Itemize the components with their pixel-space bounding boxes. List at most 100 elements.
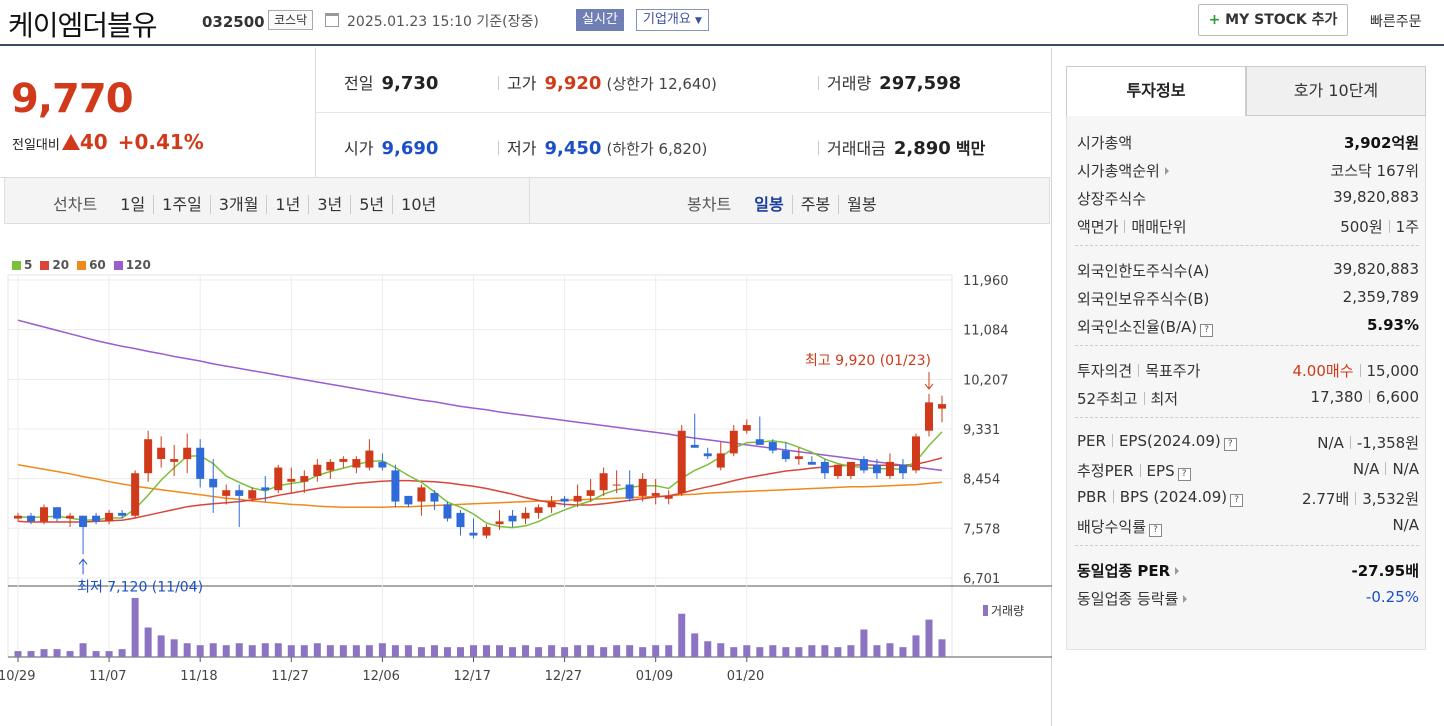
company-overview-dropdown[interactable]: 기업개요 ▼ [636,9,709,31]
line-period-4[interactable]: 3년 [308,195,351,214]
line-period-6[interactable]: 10년 [392,195,445,214]
candle-body [690,444,699,448]
volume-bar [587,645,595,657]
tab-orderbook[interactable]: 호가 10단계 [1246,66,1426,116]
stock-name: 케이엠더블유 [8,9,158,42]
x-tick-label: 11/27 [271,669,308,684]
tab-invest-info[interactable]: 투자정보 [1066,66,1246,116]
volume-bar [691,633,699,657]
info-row: 외국인소진율(B/A)? 5.93% [1077,316,1419,342]
volume-bar [287,645,295,657]
volume-bar [769,645,777,657]
volume-bar [53,649,61,657]
my-stock-add-button[interactable]: + MY STOCK 추가 [1198,4,1348,36]
help-icon[interactable]: ? [1200,324,1214,337]
stock-header: 케이엠더블유 032500 코스닥 2025.01.23 15:10 기준(장중… [0,0,1444,46]
info-row: 투자의견 목표주가 4.00매수 15,000 [1077,360,1419,386]
info-key[interactable]: 동일업종 PER [1077,560,1180,581]
candle-body [625,484,634,499]
volume-bar [235,643,243,657]
info-key[interactable]: 시가총액순위 [1077,160,1169,181]
info-value: N/A -1,358원 [1317,434,1419,452]
y-tick-label: 8,454 [963,473,1000,488]
stat-value: 2,890 [893,138,951,159]
quick-order-link[interactable]: 빠른주문 [1370,14,1422,30]
info-value: 2.77배 3,532원 [1302,490,1419,508]
line-period-3[interactable]: 1년 [266,195,309,214]
candle-body [391,470,400,502]
info-key: PER EPS(2024.09)? [1077,432,1237,451]
candle-chart-label[interactable]: 봉차트 [687,195,732,214]
candle-body [209,478,218,488]
change-percent: +0.41% [117,130,204,154]
quote-stats: 전일 9,730 고가 9,920 (상한가 12,640) 거래량 297,598 … [316,48,1052,178]
volume-bar [209,643,217,657]
info-section-2: 투자의견 목표주가 4.00매수 15,000 52주최고 최저 17,380 6,600 [1075,354,1419,418]
help-icon[interactable]: ? [1149,524,1163,537]
volume-bar [860,629,868,657]
volume-bar [717,643,725,657]
info-row: 동일업종 등락률 -0.25% [1077,588,1419,614]
chevron-right-icon [1164,167,1169,175]
volume-bar [873,645,881,657]
volume-bar [417,647,425,657]
candle-body [274,467,283,491]
candle-body [157,447,166,460]
upper-limit-label: 상한가 [612,75,654,93]
help-icon[interactable]: ? [1177,468,1191,481]
company-overview-label: 기업개요 [643,12,691,27]
stat-value: 9,920 [544,73,602,94]
help-icon[interactable]: ? [1230,494,1244,507]
volume-bar [222,645,230,657]
info-key: 52주최고 최저 [1077,390,1179,408]
volume-bar [27,651,35,657]
volume-bar [639,647,647,657]
stat-value: 297,598 [879,73,962,94]
candle-body [677,430,686,494]
line-period-1[interactable]: 1주일 [153,195,210,214]
candle-body [287,478,296,482]
candle-period-1[interactable]: 주봉 [791,195,839,214]
change-value: 40 [79,130,108,154]
info-key: 외국인소진율(B/A)? [1077,316,1214,337]
candlestick-chart: 11,960 11,084 10,207 9,331 8,454 7,578 6,701 10… [0,274,1052,684]
candle-body [469,532,478,536]
candle-body [794,456,803,460]
candle-body [326,461,335,471]
info-key: PBR BPS (2024.09)? [1077,488,1244,507]
candle-period-0[interactable]: 일봉 [754,195,784,214]
volume-bar [613,645,621,657]
info-row: 배당수익률? N/A [1077,516,1419,542]
candle-body [664,495,673,499]
my-stock-label: MY STOCK 추가 [1225,12,1338,28]
volume-bar [313,643,321,657]
candle-body [14,515,22,519]
volume-bar [509,647,517,657]
volume-bar [912,635,920,657]
candle-body [521,512,530,519]
stat-open: 시가 9,690 [344,135,438,159]
line-period-5[interactable]: 5년 [350,195,393,214]
candle-body [430,493,439,502]
line-chart-label[interactable]: 선차트 [53,195,98,214]
y-tick-label: 7,578 [963,522,1000,537]
line-period-2[interactable]: 3개월 [209,195,267,214]
volume-bar [730,647,738,657]
stat-low: 저가 9,450 (하한가 6,820) [498,135,707,159]
ma20-line [17,457,943,523]
ma60-line [17,463,943,508]
candle-period-2[interactable]: 월봉 [838,195,885,214]
help-icon[interactable]: ? [1223,438,1237,451]
info-key: 시가총액 [1077,134,1133,152]
volume-bar [261,643,269,657]
info-key[interactable]: 동일업종 등락률 [1077,588,1188,609]
stat-label: 고가 [507,74,537,93]
volume-bar [118,649,126,657]
realtime-button[interactable]: 실시간 [576,9,624,31]
line-period-0[interactable]: 1일 [120,195,146,214]
info-tabs: 투자정보 호가 10단계 [1066,66,1426,116]
volume-bar [326,645,334,657]
candle-body [170,459,179,462]
volume-bar [300,645,308,657]
invest-info-list: 시가총액 3,902억원 시가총액순위 코스닥 167위 상장주식수 39,820,883… [1066,116,1426,650]
